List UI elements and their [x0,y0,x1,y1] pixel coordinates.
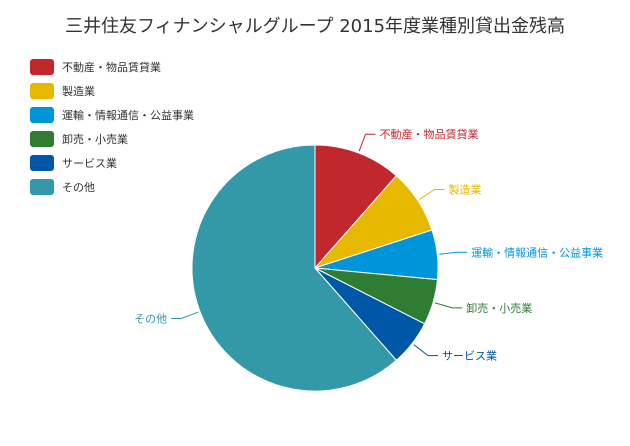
pie-slice[interactable] [314,144,398,270]
slice-leader-line [413,344,438,357]
legend-item[interactable]: 卸売・小売業 [30,127,194,151]
legend-label: サービス業 [62,157,117,170]
legend-swatch [30,179,54,195]
slice-label: 卸売・小売業 [466,301,532,315]
slice-leader-line [358,133,376,152]
legend-item[interactable]: 運輸・情報通信・公益事業 [30,103,194,127]
slice-label: 運輸・情報通信・公益事業 [471,245,603,259]
legend-swatch [30,155,54,171]
legend-label: 不動産・物品賃貸業 [62,61,161,74]
slice-label: 製造業 [449,183,482,197]
slice-leader-line [434,302,463,309]
slice-label: サービス業 [442,350,497,363]
legend-swatch [30,83,54,99]
legend-item[interactable]: 製造業 [30,79,194,103]
chart-title: 三井住友フィナンシャルグループ 2015年度業種別貸出金残高 [64,16,566,37]
legend-item[interactable]: 不動産・物品賃貸業 [30,55,194,79]
slice-label: その他 [134,313,167,326]
legend-label: 運輸・情報通信・公益事業 [62,109,194,122]
legend-item[interactable]: その他 [30,175,194,199]
legend-swatch [30,59,54,75]
legend-item[interactable]: サービス業 [30,151,194,175]
legend-swatch [30,107,54,123]
slice-leader-line [419,189,445,200]
legend: 不動産・物品賃貸業 製造業運輸・情報通信・公益事業 卸売・小売業 サービス業その他 [30,55,194,199]
pie-slice[interactable] [191,144,398,392]
slice-leader-line [171,311,199,319]
legend-swatch [30,131,54,147]
slice-leader-line [439,251,468,255]
slice-label: 不動産・物品賃貸業 [380,127,479,141]
legend-label: 製造業 [62,85,95,98]
legend-label: その他 [62,181,95,194]
legend-label: 卸売・小売業 [62,133,128,146]
